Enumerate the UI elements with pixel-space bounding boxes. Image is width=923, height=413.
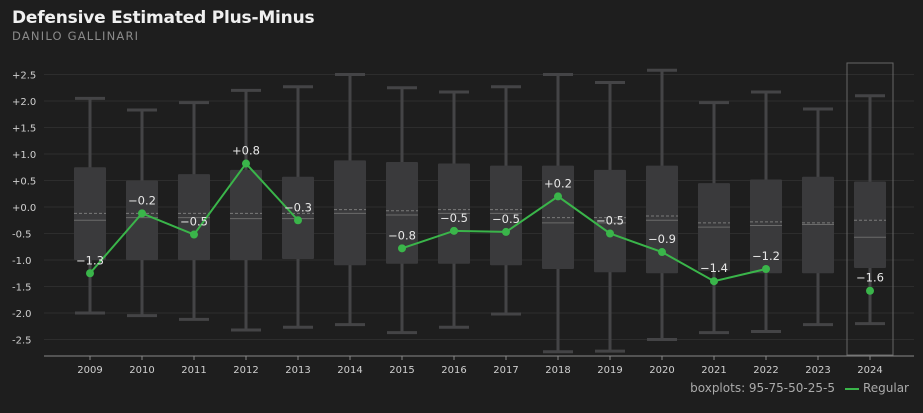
legend-regular: Regular bbox=[844, 381, 909, 395]
box-2019 bbox=[594, 169, 626, 273]
data-label-2021: −1.4 bbox=[700, 261, 728, 275]
x-tick-label: 2019 bbox=[597, 365, 622, 376]
data-label-2020: −0.9 bbox=[648, 232, 676, 246]
data-point-2021 bbox=[710, 277, 718, 286]
data-label-2013: −0.3 bbox=[284, 200, 312, 214]
series-line-regular bbox=[401, 195, 767, 283]
box-2012 bbox=[230, 169, 262, 260]
y-tick-label: -2.5 bbox=[12, 336, 32, 347]
data-label-2016: −0.5 bbox=[440, 211, 468, 225]
legend-line-swatch bbox=[844, 387, 859, 390]
x-tick-label: 2017 bbox=[493, 365, 518, 376]
x-tick-label: 2016 bbox=[441, 365, 466, 376]
data-label-2024: −1.6 bbox=[856, 271, 884, 285]
box-2024 bbox=[854, 181, 886, 268]
data-label-2018: +0.2 bbox=[544, 176, 572, 190]
x-tick-label: 2022 bbox=[753, 365, 778, 376]
x-tick-label: 2014 bbox=[337, 365, 362, 376]
data-label-2017: −0.5 bbox=[492, 212, 520, 226]
x-tick-label: 2021 bbox=[701, 365, 726, 376]
y-tick-label: -1.0 bbox=[12, 256, 32, 267]
player-name: DANILO GALLINARI bbox=[12, 29, 140, 43]
data-label-2010: −0.2 bbox=[128, 193, 156, 207]
data-point-2020 bbox=[658, 248, 666, 257]
y-tick-label: +1.0 bbox=[12, 150, 36, 161]
x-tick-label: 2023 bbox=[805, 365, 830, 376]
box-2022 bbox=[750, 179, 782, 274]
data-point-2019 bbox=[606, 229, 614, 238]
y-tick-label: -0.5 bbox=[12, 230, 32, 241]
data-point-2011 bbox=[190, 230, 198, 239]
x-tick-label: 2018 bbox=[545, 365, 570, 376]
data-point-2012 bbox=[242, 159, 250, 168]
data-label-2015: −0.8 bbox=[388, 228, 416, 242]
boxplot-note: boxplots: 95-75-50-25-5 bbox=[690, 381, 835, 395]
y-tick-label: +2.5 bbox=[12, 71, 36, 82]
y-tick-label: +1.5 bbox=[12, 124, 36, 135]
y-tick-label: +2.0 bbox=[12, 97, 36, 108]
x-tick-label: 2020 bbox=[649, 365, 674, 376]
data-point-2009 bbox=[86, 269, 94, 278]
data-point-2024 bbox=[866, 286, 874, 295]
data-label-2011: −0.5 bbox=[180, 215, 208, 229]
data-label-2022: −1.2 bbox=[752, 249, 780, 263]
data-point-2010 bbox=[138, 209, 146, 218]
x-tick-label: 2009 bbox=[77, 365, 102, 376]
legend-label: Regular bbox=[862, 381, 909, 395]
chart-title: Defensive Estimated Plus-Minus bbox=[12, 8, 315, 28]
box-2015 bbox=[386, 161, 418, 264]
y-tick-label: -2.0 bbox=[12, 309, 32, 320]
data-point-2017 bbox=[502, 227, 510, 236]
x-tick-label: 2015 bbox=[389, 365, 414, 376]
box-2011 bbox=[178, 174, 210, 260]
data-point-2018 bbox=[554, 192, 562, 201]
data-point-2016 bbox=[450, 226, 458, 235]
x-tick-label: 2010 bbox=[129, 365, 154, 376]
data-point-2013 bbox=[294, 216, 302, 225]
y-tick-label: +0.5 bbox=[12, 177, 36, 188]
y-tick-label: +0.0 bbox=[12, 203, 36, 214]
x-tick-label: 2011 bbox=[181, 365, 206, 376]
data-point-2022 bbox=[762, 265, 770, 274]
data-label-2012: +0.8 bbox=[232, 144, 260, 158]
box-2014 bbox=[334, 160, 366, 266]
data-label-2019: −0.5 bbox=[596, 214, 624, 228]
box-2010 bbox=[126, 180, 158, 260]
box-2023 bbox=[802, 176, 834, 274]
data-point-2015 bbox=[398, 244, 406, 253]
y-tick-label: -1.5 bbox=[12, 283, 32, 294]
box-2017 bbox=[490, 165, 522, 266]
data-label-2009: −1.3 bbox=[76, 253, 104, 267]
x-tick-label: 2024 bbox=[857, 365, 882, 376]
x-tick-label: 2012 bbox=[233, 365, 258, 376]
chart-footer: boxplots: 95-75-50-25-5 Regular bbox=[690, 381, 909, 395]
highlight-frame bbox=[846, 62, 894, 356]
box-2020 bbox=[646, 165, 678, 274]
x-tick-label: 2013 bbox=[285, 365, 310, 376]
